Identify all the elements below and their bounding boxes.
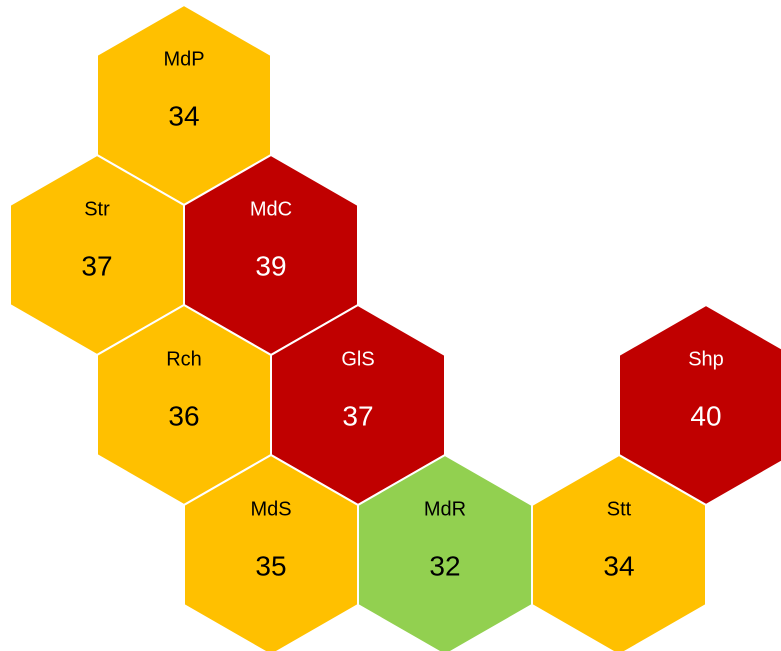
tile-label: Rch [166, 348, 202, 370]
hexagon [531, 453, 707, 651]
tile-value: 37 [342, 400, 373, 431]
tile-label: Stt [607, 498, 632, 520]
tile-value: 36 [168, 400, 199, 431]
hex-tile: Str 37 [9, 153, 185, 357]
tile-value: 34 [603, 550, 634, 581]
tile-label: Shp [688, 348, 724, 370]
tile-label: GlS [341, 348, 374, 370]
tile-label: MdP [163, 48, 204, 70]
tile-value: 32 [429, 550, 460, 581]
hex-tile: Stt 34 [531, 453, 707, 651]
tile-value: 39 [255, 250, 286, 281]
hex-tile: GlS 37 [270, 303, 446, 507]
hex-tile: MdS 35 [183, 453, 359, 651]
tile-label: MdR [424, 498, 466, 520]
tile-label: MdC [250, 198, 292, 220]
hex-tile: MdC 39 [183, 153, 359, 357]
tile-value: 40 [690, 400, 721, 431]
hex-tile: Shp 40 [618, 303, 781, 507]
tile-value: 35 [255, 550, 286, 581]
tile-value: 34 [168, 100, 199, 131]
tile-label: Str [84, 198, 110, 220]
tile-label: MdS [250, 498, 291, 520]
tile-value: 37 [81, 250, 112, 281]
